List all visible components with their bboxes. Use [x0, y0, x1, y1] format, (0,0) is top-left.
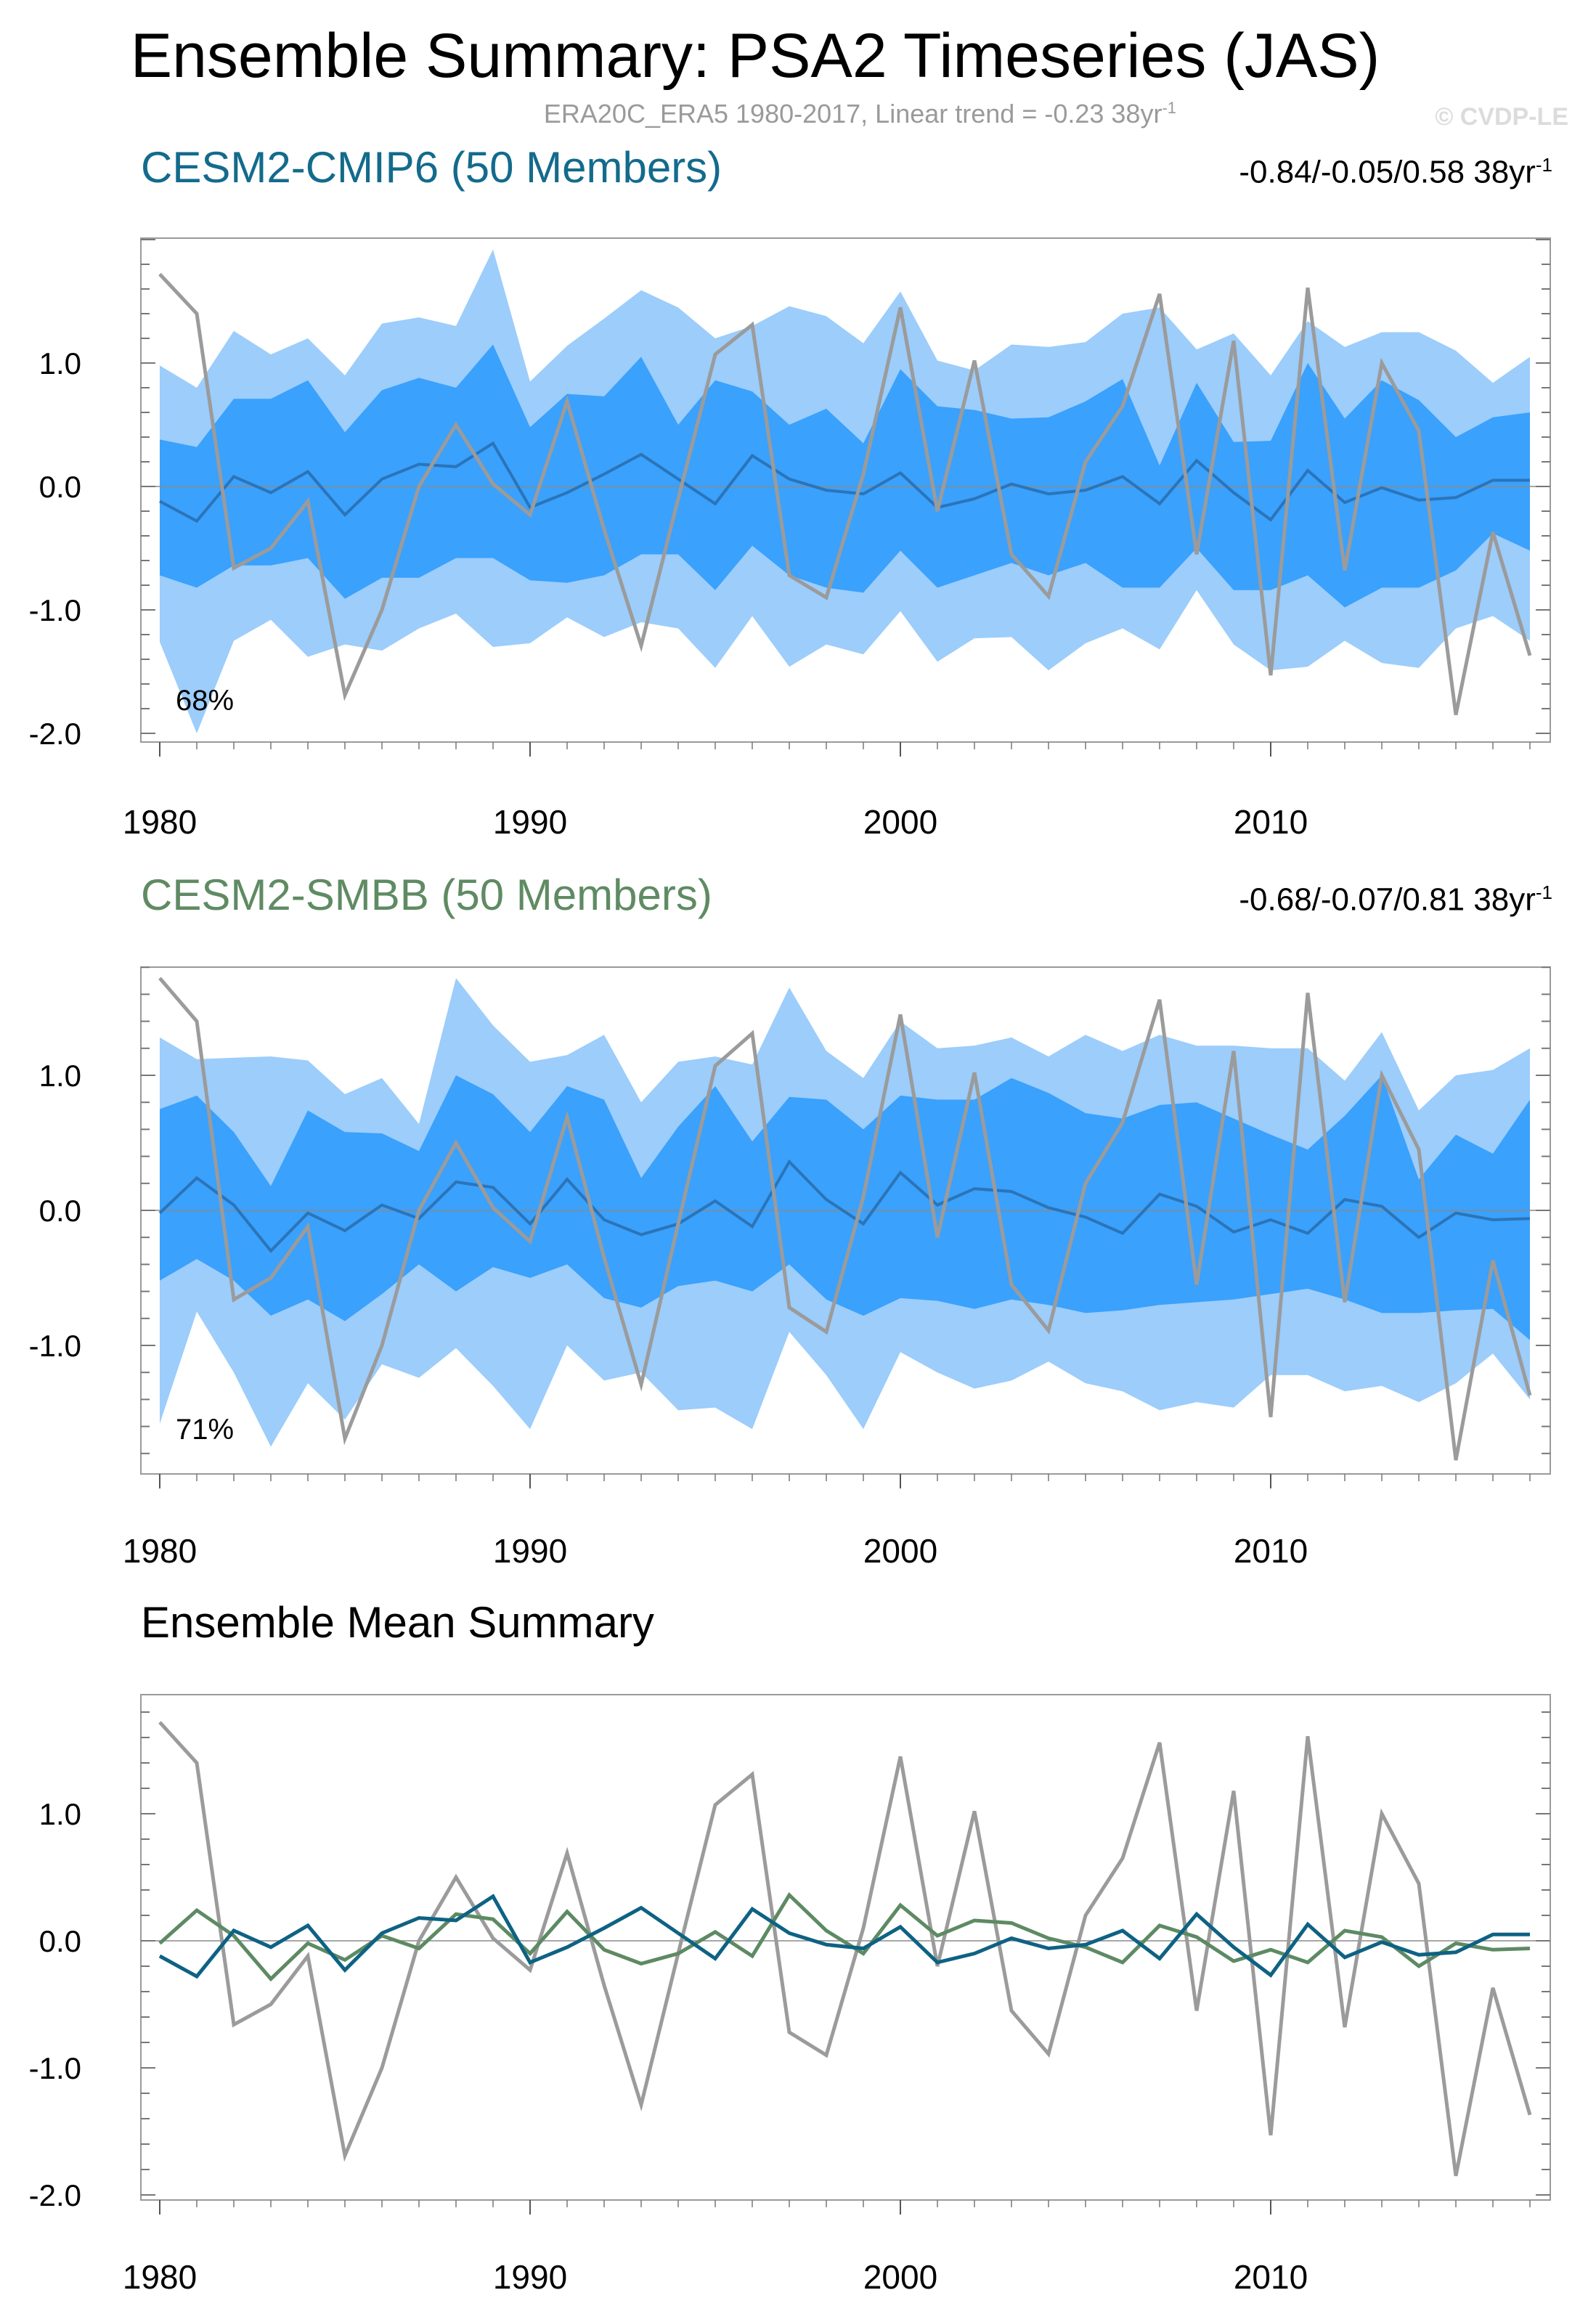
- panel3-xtick-label: 2010: [1234, 2258, 1308, 2296]
- panel2-range-sup: -1: [1535, 881, 1552, 903]
- panel3-frame: [140, 1694, 1551, 2201]
- panel2-xtick-label: 1980: [123, 1532, 197, 1570]
- panel1-range: -0.84/-0.05/0.58 38yr-1: [1239, 154, 1552, 191]
- panel3-xtick-label: 1990: [493, 2258, 567, 2296]
- panel1-ytick-label: -2.0: [29, 717, 81, 751]
- panel1-range-text: -0.84/-0.05/0.58 38yr: [1239, 154, 1536, 190]
- panel1-ytick-label: 1.0: [39, 346, 81, 380]
- panel2-range-text: -0.68/-0.07/0.81 38yr: [1239, 881, 1536, 918]
- subtitle-sup: -1: [1162, 99, 1176, 117]
- panel1-ensemble-mean-line: [159, 441, 1530, 523]
- credit-watermark: © CVDP-LE: [1435, 103, 1568, 131]
- panel2-xtick-label: 2010: [1234, 1532, 1308, 1570]
- panel2-ensemble-mean-line: [158, 1159, 1531, 1253]
- panel1-xtick-label: 1990: [493, 803, 567, 841]
- panel1-band-inner: [160, 344, 1530, 608]
- panel2-ytick-label: -1.0: [29, 1329, 81, 1363]
- panel1-percent-label: 68%: [176, 685, 234, 717]
- panel3-observations-line: [158, 1721, 1532, 2177]
- panel3-title: Ensemble Mean Summary: [141, 1598, 654, 1647]
- panel2-xtick-label: 1990: [493, 1532, 567, 1570]
- panel3-ytick-label: -2.0: [29, 2178, 81, 2212]
- panel3-ytick-label: 1.0: [39, 1797, 81, 1831]
- panel2-frame: [140, 966, 1551, 1475]
- panel2-observations-line: [158, 977, 1532, 1461]
- subtitle: ERA20C_ERA5 1980-2017, Linear trend = -0…: [0, 99, 1176, 129]
- panel1-title: CESM2-CMIP6 (50 Members): [141, 143, 722, 192]
- panel1-xtick-label: 1980: [123, 803, 197, 841]
- panel2-band-inner: [160, 1075, 1530, 1340]
- panel2-ytick-label: 0.0: [39, 1194, 81, 1228]
- panel1-frame: [140, 237, 1551, 743]
- panel2-ytick-label: 1.0: [39, 1059, 81, 1093]
- panel1-ytick-label: -1.0: [29, 593, 81, 627]
- panel1-range-sup: -1: [1535, 154, 1552, 176]
- panel3-ytick-label: 0.0: [39, 1924, 81, 1958]
- panel3-cmip6-line: [158, 1894, 1530, 1979]
- panel1-xtick-label: 2010: [1234, 803, 1308, 841]
- panel1-observations-line: [158, 272, 1532, 715]
- panel2-percent-label: 71%: [176, 1414, 234, 1446]
- panel3-xtick-label: 1980: [123, 2258, 197, 2296]
- panel3-ytick-label: -1.0: [29, 2051, 81, 2085]
- main-title: Ensemble Summary: PSA2 Timeseries (JAS): [130, 21, 1380, 91]
- panel1-xtick-label: 2000: [863, 803, 937, 841]
- panel3-smbb-line: [158, 1892, 1531, 1982]
- panel2-xtick-label: 2000: [863, 1532, 937, 1570]
- panel2-title: CESM2-SMBB (50 Members): [141, 871, 712, 919]
- panel1-ytick-label: 0.0: [39, 470, 81, 504]
- panel2-range: -0.68/-0.07/0.81 38yr-1: [1239, 881, 1552, 918]
- panel3-xtick-label: 2000: [863, 2258, 937, 2296]
- subtitle-text: ERA20C_ERA5 1980-2017, Linear trend = -0…: [543, 99, 1163, 129]
